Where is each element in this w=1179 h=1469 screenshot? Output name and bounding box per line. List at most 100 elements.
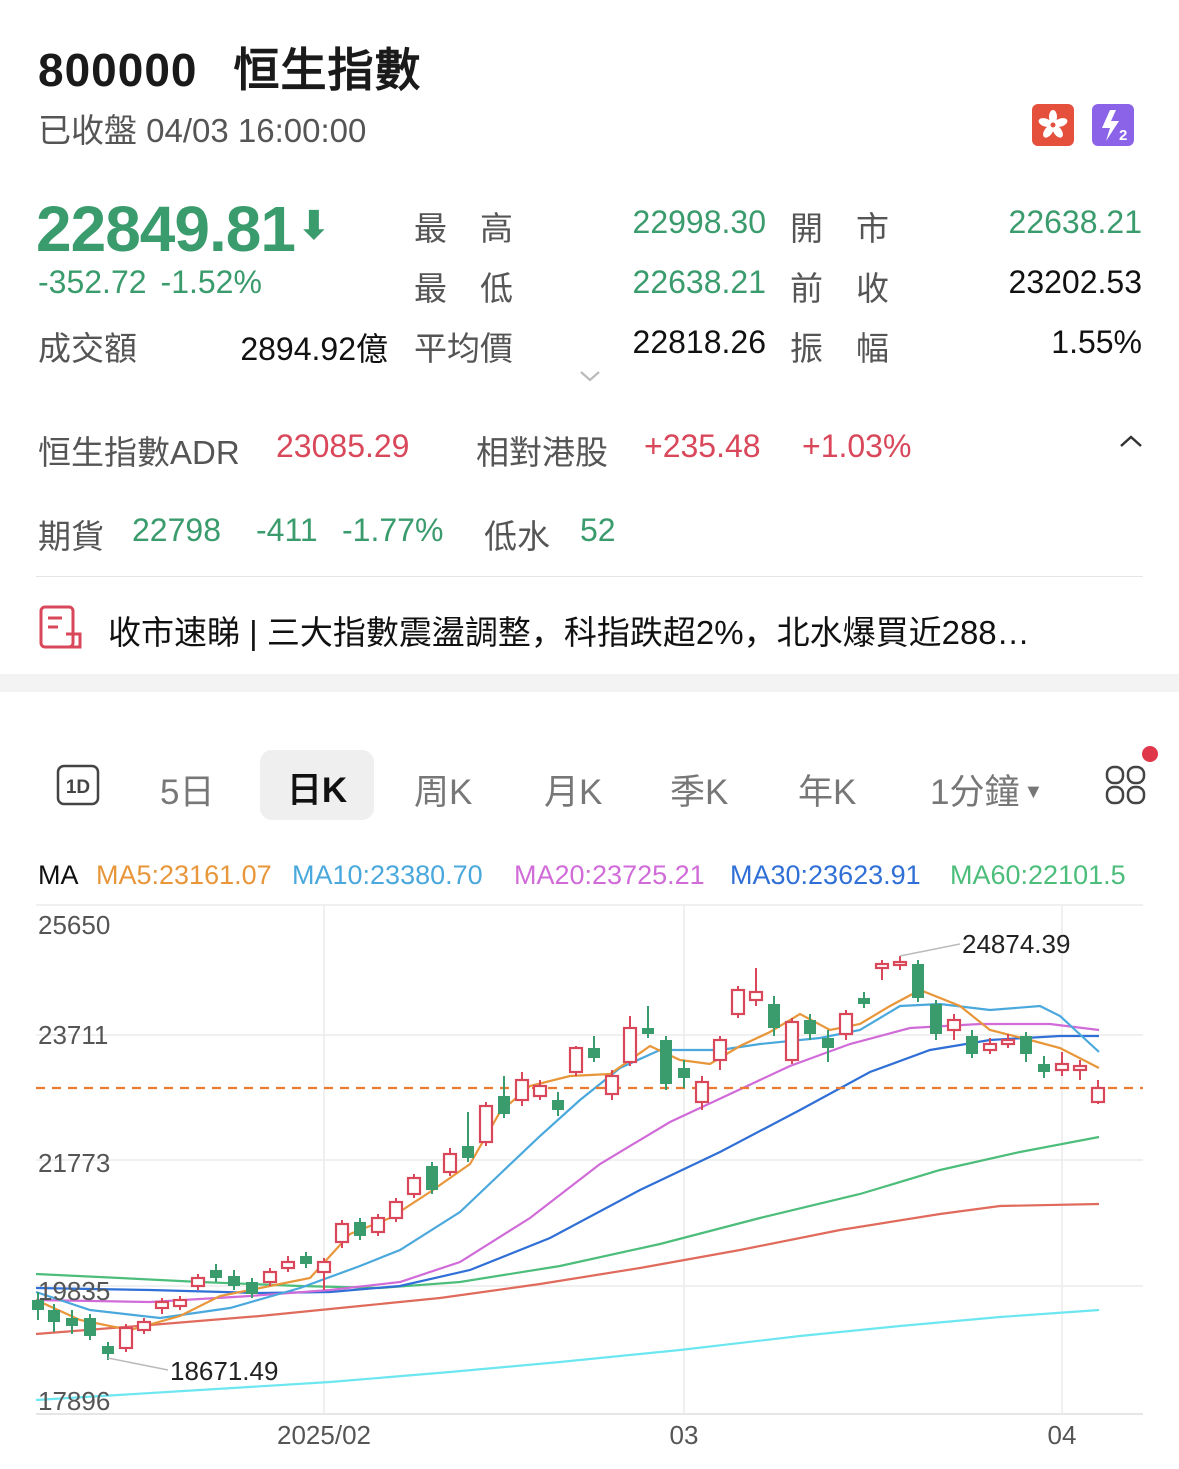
collapse-chevron-icon[interactable]: [1118, 432, 1144, 455]
candle-up: [1090, 1086, 1106, 1104]
candle-down: [462, 1146, 474, 1158]
candles: [32, 956, 1106, 1360]
candle-up: [892, 960, 908, 967]
candle-down: [1038, 1064, 1050, 1072]
y-tick-label: 19835: [38, 1276, 110, 1306]
stat-label-high: 最 高: [414, 210, 513, 247]
ma30-label: MA30:23623.91: [730, 860, 921, 890]
stat-label-prev-close: 前 收: [790, 270, 889, 307]
dropdown-caret-icon: ▼: [1023, 781, 1044, 803]
stat-value-open: 22638.21: [1008, 204, 1142, 240]
stat-value-high: 22998.30: [632, 204, 766, 240]
candle-up: [262, 1270, 278, 1284]
candle-up: [730, 988, 746, 1016]
ma10-label: MA10:23380.70: [292, 860, 483, 890]
hong-kong-flag-icon[interactable]: [1032, 104, 1074, 146]
candle-down: [822, 1038, 834, 1048]
candle-up: [532, 1084, 548, 1098]
last-price: 22849.81⬇: [36, 192, 331, 266]
candle-down: [210, 1270, 222, 1278]
tab-day-k[interactable]: 日K: [286, 771, 348, 810]
candle-up: [982, 1042, 998, 1052]
notification-dot: [1142, 746, 1158, 762]
stat-value-avg: 22818.26: [632, 324, 766, 360]
candle-down: [552, 1100, 564, 1110]
candle-up: [838, 1012, 854, 1036]
stat-label-amplitude: 振 幅: [790, 330, 889, 367]
tab-1d-label: 1D: [66, 777, 90, 798]
expand-chevron-icon[interactable]: [578, 368, 602, 389]
stat-value-prev-close: 23202.53: [1008, 264, 1142, 300]
candle-down: [48, 1310, 60, 1322]
level2-badge-icon[interactable]: 2: [1092, 104, 1134, 146]
stock-name: 恒生指數: [233, 44, 422, 96]
candle-down: [858, 998, 870, 1004]
divider: [36, 576, 1143, 577]
candle-down: [678, 1068, 690, 1078]
ma-prefix: MA: [38, 860, 79, 890]
svg-text:2: 2: [1119, 127, 1127, 144]
stat-value-amplitude: 1.55%: [1051, 324, 1142, 360]
tab-5day[interactable]: 5日: [160, 773, 215, 812]
candle-up: [172, 1298, 188, 1308]
candle-up: [604, 1074, 620, 1096]
change-value: -352.72: [38, 264, 147, 300]
futures-basis-value: 52: [580, 512, 616, 548]
tab-1d[interactable]: 1D: [56, 764, 100, 811]
candle-up: [874, 962, 890, 970]
tab-week-k[interactable]: 周K: [414, 773, 473, 812]
ma10-line: [35, 1002, 1100, 1320]
y-tick-label: 25650: [38, 910, 110, 940]
y-tick-label: 21773: [38, 1148, 110, 1178]
stat-value-low: 22638.21: [632, 264, 766, 300]
tab-day-highlight: [260, 750, 374, 820]
candle-up: [1072, 1064, 1088, 1072]
page-title: 800000 恒生指數: [38, 34, 422, 100]
candle-down: [426, 1166, 438, 1190]
ma30-line: [35, 1034, 1099, 1295]
tab-year-k[interactable]: 年K: [798, 773, 857, 812]
adr-relative-label: 相對港股: [476, 434, 608, 471]
tab-quarter-k[interactable]: 季K: [670, 773, 729, 812]
adr-relative-percent: +1.03%: [802, 428, 912, 464]
candle-up: [154, 1300, 170, 1310]
candle-up: [694, 1080, 710, 1104]
candle-down: [966, 1036, 978, 1054]
adr-label: 恒生指數ADR: [38, 434, 240, 471]
adr-value: 23085.29: [276, 428, 410, 464]
candle-up: [784, 1020, 800, 1062]
candle-down: [1020, 1036, 1032, 1054]
candle-down: [588, 1048, 600, 1058]
candle-up: [1000, 1038, 1016, 1046]
grid-more-icon[interactable]: [1104, 764, 1148, 811]
stat-label-low: 最 低: [414, 270, 513, 307]
candle-up: [946, 1018, 962, 1032]
stat-label-avg: 平均價: [414, 330, 513, 367]
news-headline[interactable]: 收市速睇 | 三大指數震盪調整，科指跌超2%，北水爆買近288…: [108, 614, 1030, 651]
ma20-label: MA20:23725.21: [514, 860, 705, 890]
tab-month-k[interactable]: 月K: [544, 773, 603, 812]
candle-up: [406, 1176, 422, 1196]
futures-change: -411: [256, 512, 318, 548]
x-tick-label: 04: [1048, 1420, 1077, 1450]
tab-1min[interactable]: 1分鐘 ▼: [930, 764, 1043, 815]
turnover-label: 成交額: [38, 330, 137, 367]
x-tick-label: 2025/02: [277, 1420, 371, 1450]
candle-down: [930, 1004, 942, 1034]
section-separator: [0, 674, 1179, 692]
low-annotation: 18671.49: [170, 1356, 278, 1386]
ma5-label: MA5:23161.07: [96, 860, 272, 890]
y-tick-label: 23711: [38, 1020, 108, 1050]
arrow-down-icon: ⬇: [296, 204, 331, 248]
candlestick-chart[interactable]: 24874.39 18671.49 25650 23711 21773 1983…: [0, 900, 1179, 1469]
candle-up: [334, 1222, 350, 1244]
ma90-line: [35, 1202, 1100, 1336]
candle-down: [84, 1318, 96, 1336]
turnover-value: 2894.92億: [240, 331, 388, 367]
price-change: -352.72 -1.52%: [38, 264, 262, 301]
futures-value: 22798: [132, 512, 221, 548]
candle-up: [478, 1104, 494, 1144]
ma120-line: [35, 1308, 1100, 1402]
candle-up: [190, 1276, 206, 1288]
change-percent: -1.52%: [160, 264, 262, 300]
